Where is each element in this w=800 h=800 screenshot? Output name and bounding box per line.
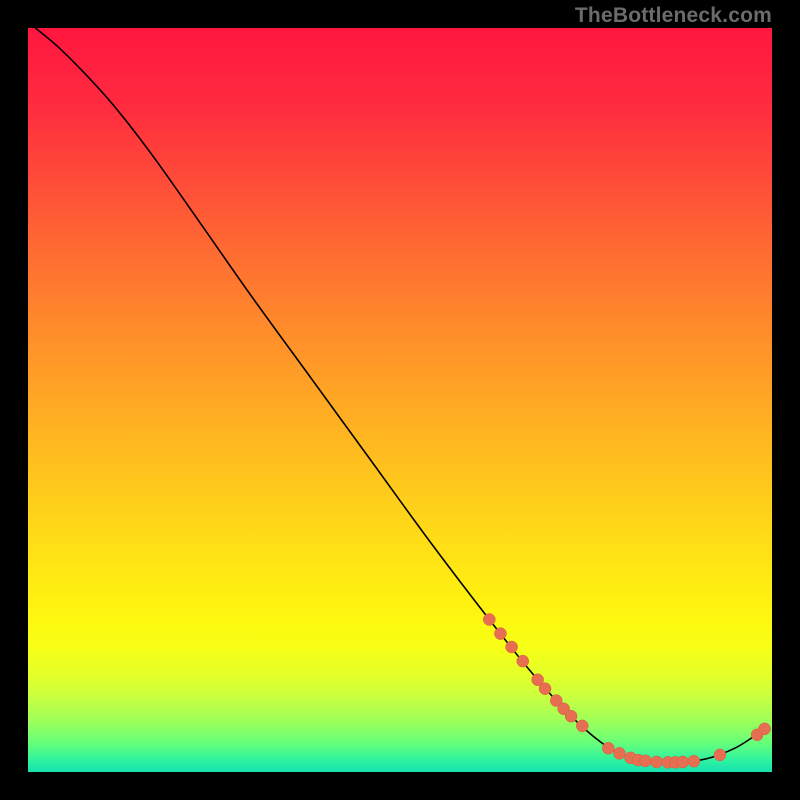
plot-area: [28, 28, 772, 772]
watermark-label: TheBottleneck.com: [575, 4, 772, 28]
chart-container: TheBottleneck.com: [0, 0, 800, 800]
chart-svg: [28, 28, 772, 772]
